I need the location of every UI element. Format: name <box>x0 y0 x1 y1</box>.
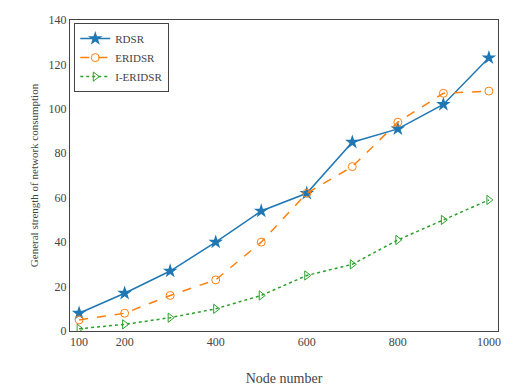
svg-text:200: 200 <box>116 335 134 349</box>
svg-text:20: 20 <box>55 280 67 294</box>
svg-text:I-ERIDSR: I-ERIDSR <box>115 71 162 83</box>
svg-text:0: 0 <box>61 324 67 338</box>
svg-text:400: 400 <box>207 335 225 349</box>
svg-text:140: 140 <box>49 13 67 27</box>
svg-text:60: 60 <box>55 191 67 205</box>
svg-text:1000: 1000 <box>477 335 501 349</box>
svg-text:800: 800 <box>389 335 407 349</box>
svg-text:600: 600 <box>298 335 316 349</box>
svg-text:RDSR: RDSR <box>115 33 144 45</box>
svg-text:120: 120 <box>49 58 67 72</box>
svg-text:100: 100 <box>70 335 88 349</box>
svg-text:ERIDSR: ERIDSR <box>115 52 155 64</box>
svg-text:Node number: Node number <box>246 371 323 386</box>
svg-text:100: 100 <box>49 102 67 116</box>
svg-text:80: 80 <box>55 146 67 160</box>
svg-text:40: 40 <box>55 235 67 249</box>
svg-text:General strength of network co: General strength of network consumption <box>28 83 40 267</box>
